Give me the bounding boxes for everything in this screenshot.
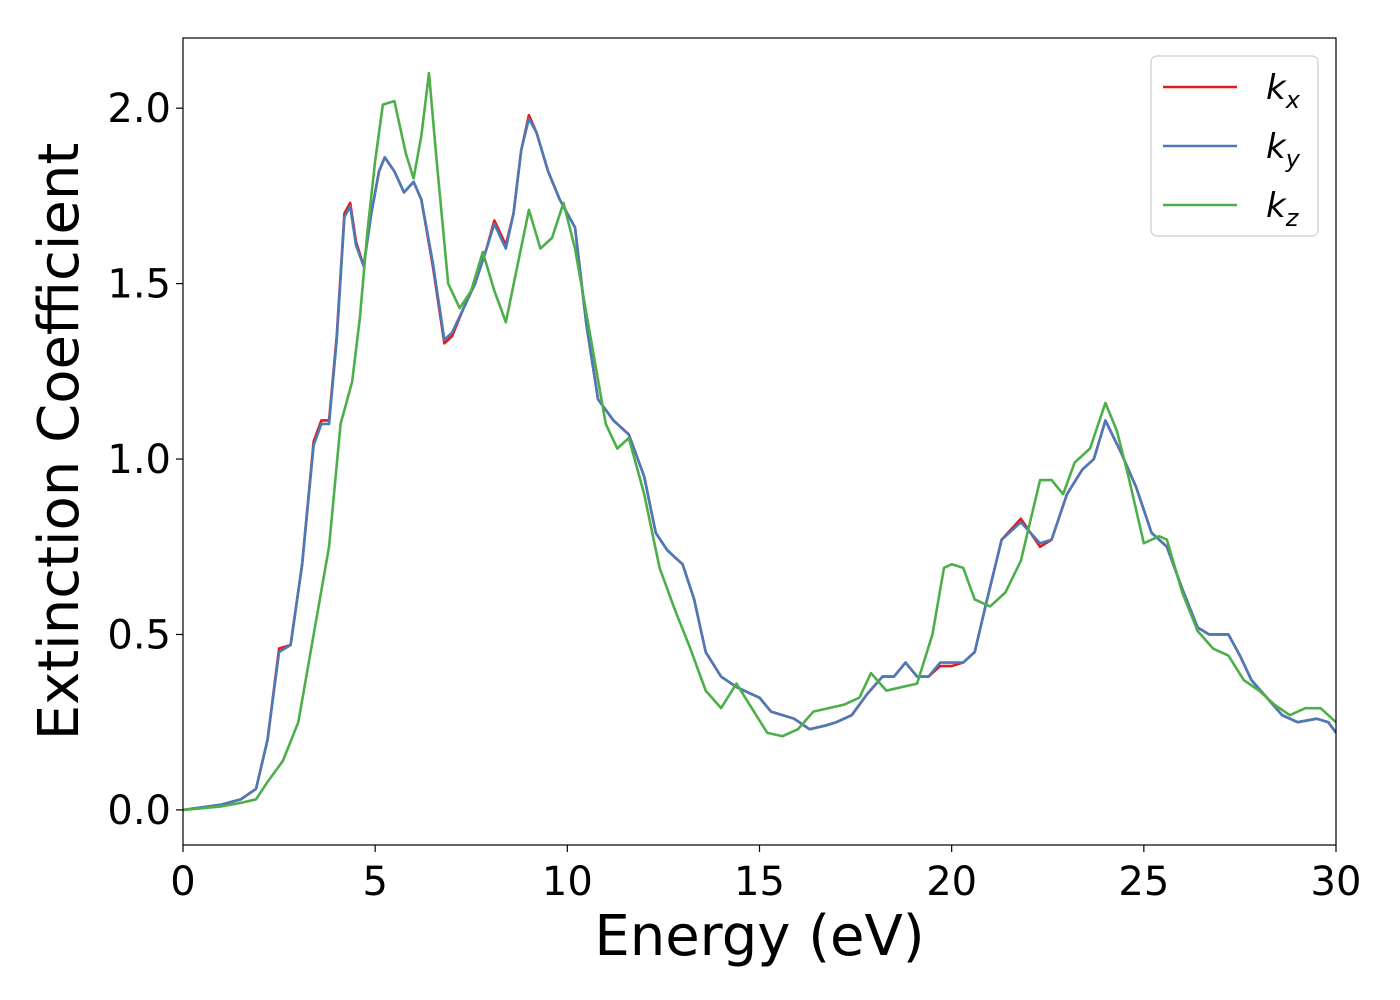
y-tick-label: 1.5 <box>107 262 171 308</box>
x-tick-label: 0 <box>170 859 195 905</box>
legend-label: kx <box>1266 68 1301 114</box>
series-layer <box>183 71 1336 812</box>
y-tick-label: 2.0 <box>107 86 171 132</box>
x-tick-label: 30 <box>1311 859 1362 905</box>
x-axis-label: Energy (eV) <box>594 904 924 969</box>
x-tick-label: 25 <box>1118 859 1169 905</box>
x-axis: 0 5 10 15 20 25 30 <box>170 845 1361 905</box>
y-axis-label: Extinction Coefficient <box>27 143 92 741</box>
legend-label: ky <box>1266 127 1301 173</box>
legend: kx ky kz <box>1150 55 1319 237</box>
legend-label: kz <box>1266 186 1300 232</box>
y-axis: 0.0 0.5 1.0 1.5 2.0 <box>107 86 183 834</box>
x-tick-label: 15 <box>734 859 785 905</box>
series-line-kz <box>183 71 1336 812</box>
x-tick-label: 5 <box>362 859 387 905</box>
y-tick-label: 1.0 <box>107 437 171 483</box>
x-tick-label: 10 <box>542 859 593 905</box>
y-tick-label: 0.5 <box>107 612 171 658</box>
y-tick-label: 0.0 <box>107 788 171 834</box>
x-tick-label: 20 <box>926 859 977 905</box>
